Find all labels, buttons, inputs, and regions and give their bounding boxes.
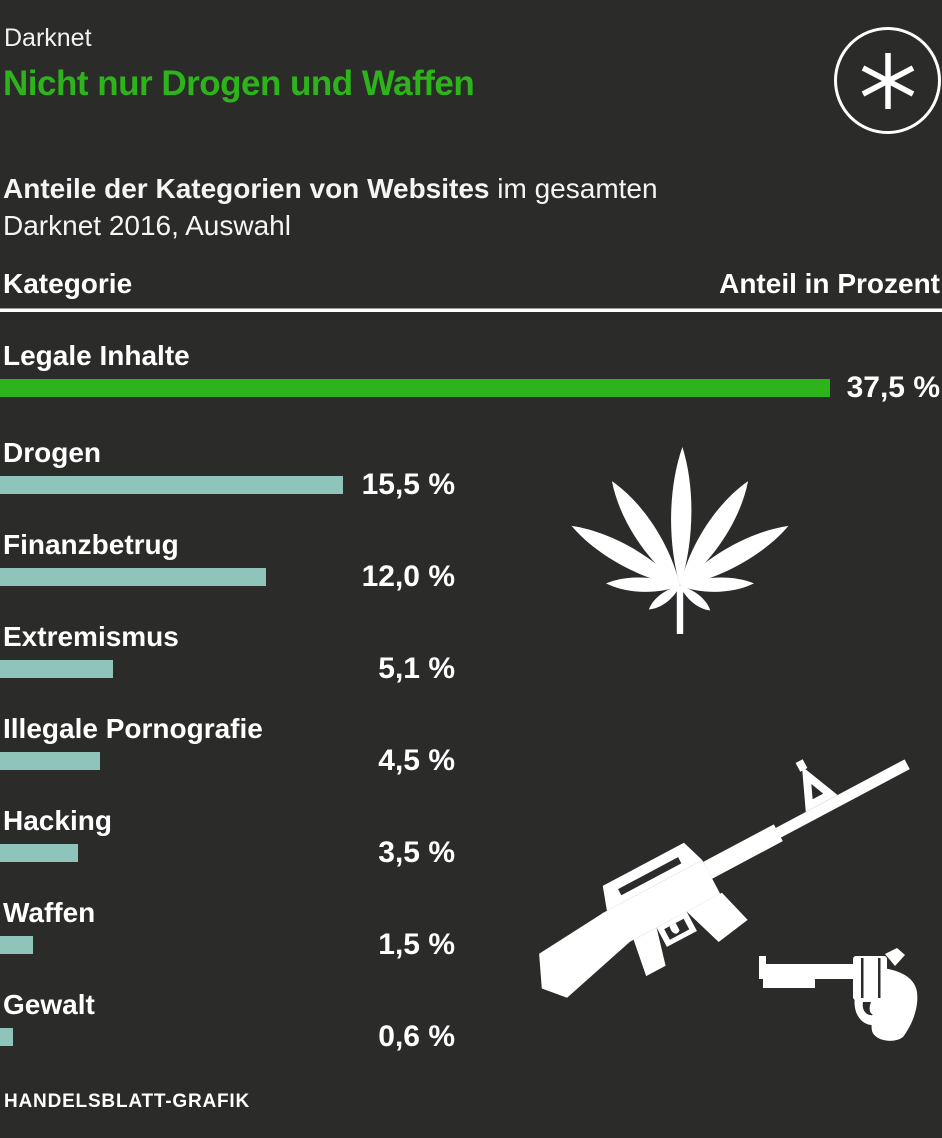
bar-row: Drogen 15,5 % bbox=[0, 438, 942, 530]
bar bbox=[0, 1028, 14, 1046]
bar-category-label: Drogen bbox=[3, 437, 101, 468]
bar bbox=[0, 379, 830, 397]
subtitle-rest: im gesamten bbox=[489, 173, 658, 204]
subtitle-line2: Darknet 2016, Auswahl bbox=[3, 210, 291, 241]
bar-row: Hacking 3,5 % bbox=[0, 806, 942, 898]
bar-value-label: 0,6 % bbox=[378, 1020, 455, 1053]
bar bbox=[0, 752, 100, 770]
column-header-value: Anteil in Prozent bbox=[719, 268, 940, 299]
bar-value-label: 5,1 % bbox=[378, 652, 455, 685]
bar-category-label: Legale Inhalte bbox=[3, 340, 190, 371]
bar-rows: Legale Inhalte 37,5 % Drogen 15,5 % Fina… bbox=[0, 341, 942, 1082]
bar-category-label: Extremismus bbox=[3, 621, 179, 652]
bar bbox=[0, 936, 34, 954]
bar bbox=[0, 660, 113, 678]
bar-value-label: 37,5 % bbox=[846, 371, 940, 404]
page-title: Nicht nur Drogen und Waffen bbox=[3, 64, 475, 103]
bar-category-label: Waffen bbox=[3, 897, 96, 928]
source-credit: HANDELSBLATT-GRAFIK bbox=[4, 1091, 250, 1112]
subtitle-bold: Anteile der Kategorien von Websites bbox=[3, 173, 490, 204]
rifle-icon bbox=[539, 759, 910, 998]
bar bbox=[0, 476, 344, 494]
bar-row: Gewalt 0,6 % bbox=[0, 990, 942, 1082]
bar-row: Waffen 1,5 % bbox=[0, 898, 942, 990]
revolver-icon bbox=[759, 948, 918, 1041]
bar-row: Finanzbetrug 12,0 % bbox=[0, 530, 942, 622]
bar-value-label: 12,0 % bbox=[361, 560, 455, 593]
bar-category-label: Illegale Pornografie bbox=[3, 713, 263, 744]
bar-row: Illegale Pornografie 4,5 % bbox=[0, 714, 942, 806]
bar bbox=[0, 844, 78, 862]
asterisk-glyph bbox=[861, 52, 914, 109]
bar-value-label: 4,5 % bbox=[378, 744, 455, 777]
bar-category-label: Hacking bbox=[3, 805, 112, 836]
bar-value-label: 1,5 % bbox=[378, 928, 455, 961]
asterisk-icon bbox=[834, 27, 941, 134]
bar-value-label: 15,5 % bbox=[361, 468, 455, 501]
cannabis-leaf-icon bbox=[571, 447, 789, 634]
bar-value-label: 3,5 % bbox=[378, 836, 455, 869]
column-header-category: Kategorie bbox=[3, 268, 133, 299]
bar-row: Legale Inhalte 37,5 % bbox=[0, 341, 942, 438]
header-divider bbox=[0, 307, 942, 313]
bar bbox=[0, 568, 266, 586]
bar-category-label: Finanzbetrug bbox=[3, 529, 179, 560]
bar-category-label: Gewalt bbox=[3, 989, 95, 1020]
bar-row: Extremismus 5,1 % bbox=[0, 622, 942, 714]
kicker: Darknet bbox=[4, 24, 92, 52]
chart-subtitle: Anteile der Kategorien von Websites im g… bbox=[3, 170, 853, 244]
table-header: Kategorie Anteil in Prozent bbox=[3, 268, 940, 300]
